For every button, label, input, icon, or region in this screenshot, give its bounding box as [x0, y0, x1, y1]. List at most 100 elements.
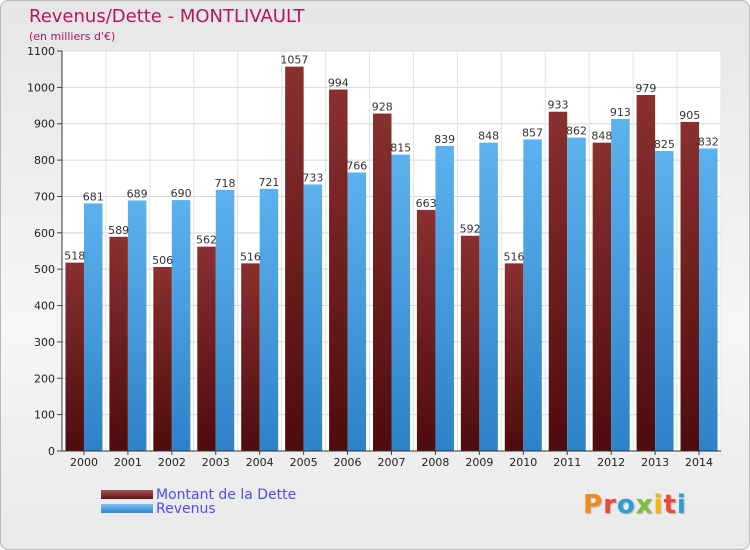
- x-tick-label: 2014: [685, 456, 713, 469]
- value-label: 1057: [280, 54, 308, 67]
- x-tick-label: 2003: [202, 456, 230, 469]
- value-label: 928: [372, 101, 393, 114]
- bar-dette: [460, 235, 480, 451]
- bar-dette: [416, 209, 436, 451]
- value-label: 681: [83, 190, 104, 203]
- bar-revenus: [611, 119, 630, 451]
- value-label: 690: [171, 187, 192, 200]
- bar-revenus: [303, 184, 323, 452]
- value-label: 857: [522, 126, 543, 139]
- bar-revenus: [127, 200, 147, 451]
- bar-dette: [636, 95, 656, 451]
- value-label: 979: [635, 82, 656, 95]
- legend-swatch-revenus: [101, 504, 153, 513]
- bar-revenus: [655, 151, 674, 451]
- bar-dette: [153, 267, 172, 451]
- value-label: 832: [698, 135, 719, 148]
- value-label: 825: [654, 138, 675, 151]
- bar-dette: [329, 89, 348, 451]
- value-label: 839: [434, 133, 455, 146]
- logo-letter: x: [635, 490, 654, 520]
- x-tick-label: 2004: [246, 456, 274, 469]
- x-tick-label: 2011: [553, 456, 581, 469]
- value-label: 913: [610, 106, 631, 119]
- y-tick-label: 800: [34, 154, 55, 167]
- value-label: 516: [504, 250, 525, 263]
- x-tick-label: 2005: [290, 456, 318, 469]
- value-label: 733: [302, 171, 323, 184]
- bar-dette: [197, 246, 216, 451]
- bar-revenus: [215, 189, 235, 451]
- logo-letter: t: [663, 490, 677, 520]
- logo-letter: i: [676, 490, 687, 520]
- x-tick-label: 2010: [509, 456, 537, 469]
- value-label: 994: [328, 77, 349, 90]
- value-label: 562: [196, 234, 217, 247]
- y-tick-label: 0: [48, 445, 55, 458]
- y-tick-label: 600: [34, 227, 55, 240]
- y-tick-label: 900: [34, 118, 55, 131]
- x-tick-label: 2007: [378, 456, 406, 469]
- value-label: 689: [127, 187, 148, 200]
- bar-revenus: [347, 172, 367, 452]
- bar-dette: [65, 262, 84, 451]
- bar-dette: [285, 66, 304, 452]
- y-tick-label: 400: [34, 300, 55, 313]
- bar-dette: [504, 263, 524, 451]
- bar-revenus: [83, 203, 103, 451]
- bar-revenus: [259, 188, 279, 451]
- value-label: 905: [679, 109, 700, 122]
- logo-letter: o: [616, 490, 636, 520]
- value-label: 848: [478, 130, 499, 143]
- logo-letter: i: [653, 490, 664, 520]
- x-tick-label: 2008: [421, 456, 449, 469]
- x-tick-label: 2012: [597, 456, 625, 469]
- logo-letter: r: [603, 490, 617, 520]
- y-tick-label: 300: [34, 336, 55, 349]
- bar-revenus: [391, 154, 410, 452]
- chart-title: Revenus/Dette - MONTLIVAULT: [29, 6, 305, 27]
- bar-dette: [109, 236, 128, 451]
- value-label: 718: [215, 177, 236, 190]
- value-label: 506: [152, 254, 173, 267]
- bar-dette: [241, 263, 260, 451]
- value-label: 848: [591, 130, 612, 143]
- legend-swatch-dette: [101, 490, 153, 499]
- y-tick-label: 1100: [27, 45, 55, 58]
- bar-revenus: [699, 148, 718, 452]
- bar-dette: [373, 113, 392, 451]
- x-tick-label: 2006: [334, 456, 362, 469]
- x-tick-label: 2009: [465, 456, 493, 469]
- value-label: 589: [108, 224, 129, 237]
- bar-dette: [592, 142, 612, 452]
- legend-label-dette: Montant de la Dette: [156, 487, 297, 503]
- logo-letter: P: [583, 490, 604, 520]
- value-label: 933: [547, 99, 568, 112]
- legend-label-revenus: Revenus: [156, 501, 216, 517]
- proxiti-logo: Proxiti: [583, 490, 687, 520]
- value-label: 592: [460, 223, 481, 236]
- value-label: 766: [346, 159, 367, 172]
- x-tick-label: 2013: [641, 456, 669, 469]
- bar-revenus: [523, 139, 542, 451]
- y-tick-label: 1000: [27, 81, 55, 94]
- bar-revenus: [479, 142, 498, 452]
- bar-dette: [548, 111, 568, 452]
- chart-subtitle: (en milliers d'€): [29, 30, 116, 43]
- value-label: 815: [390, 142, 411, 155]
- value-label: 862: [566, 125, 587, 138]
- value-label: 721: [258, 176, 279, 189]
- value-label: 518: [64, 250, 85, 263]
- y-tick-label: 100: [34, 409, 55, 422]
- bar-revenus: [567, 137, 586, 451]
- bar-dette: [680, 121, 700, 451]
- x-tick-label: 2001: [114, 456, 142, 469]
- bar-revenus: [171, 200, 191, 451]
- bar-revenus: [435, 145, 454, 451]
- y-tick-label: 200: [34, 372, 55, 385]
- value-label: 516: [240, 250, 261, 263]
- x-tick-label: 2000: [70, 456, 98, 469]
- y-tick-label: 700: [34, 190, 55, 203]
